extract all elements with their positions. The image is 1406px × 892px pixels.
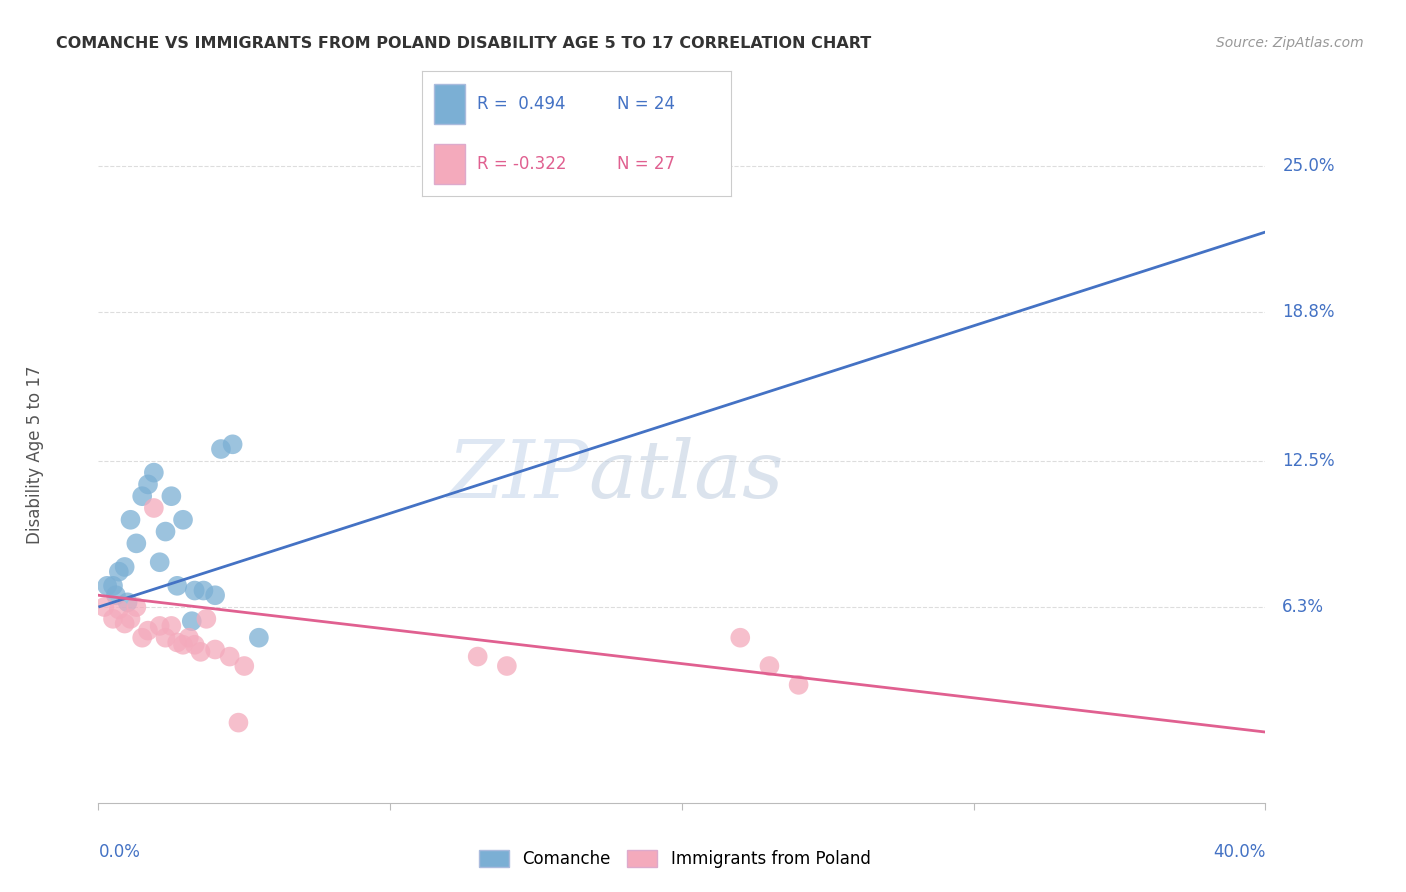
Legend: Comanche, Immigrants from Poland: Comanche, Immigrants from Poland: [472, 843, 877, 875]
Point: [218, 649, 240, 664]
Point: [166, 579, 188, 593]
Point: [221, 437, 243, 451]
Point: [131, 489, 153, 503]
Text: 12.5%: 12.5%: [1282, 452, 1334, 470]
Point: [495, 659, 517, 673]
Text: 6.3%: 6.3%: [1282, 598, 1324, 616]
Point: [149, 555, 172, 569]
Point: [120, 513, 142, 527]
Point: [108, 565, 131, 579]
Text: N = 24: N = 24: [617, 95, 675, 112]
Point: [728, 631, 751, 645]
Point: [209, 442, 232, 456]
Point: [101, 579, 124, 593]
Text: R =  0.494: R = 0.494: [478, 95, 567, 112]
Point: [125, 600, 148, 615]
Bar: [434, 144, 465, 184]
Point: [120, 612, 142, 626]
Point: [758, 659, 780, 673]
Point: [108, 602, 131, 616]
Text: 25.0%: 25.0%: [1282, 157, 1334, 175]
Point: [172, 638, 194, 652]
Text: 18.8%: 18.8%: [1282, 303, 1334, 321]
Text: 0.0%: 0.0%: [98, 843, 141, 861]
Point: [104, 588, 127, 602]
Point: [136, 477, 159, 491]
Point: [183, 638, 205, 652]
Point: [142, 500, 165, 515]
Point: [204, 588, 226, 602]
Point: [233, 659, 256, 673]
Text: ZIP: ZIP: [447, 437, 589, 515]
Text: Disability Age 5 to 17: Disability Age 5 to 17: [27, 366, 44, 544]
Point: [583, 159, 606, 173]
Point: [114, 560, 136, 574]
Point: [183, 583, 205, 598]
Text: Source: ZipAtlas.com: Source: ZipAtlas.com: [1216, 36, 1364, 50]
Bar: [434, 84, 465, 124]
Point: [193, 583, 215, 598]
Text: N = 27: N = 27: [617, 155, 675, 173]
Point: [160, 619, 183, 633]
Point: [228, 715, 250, 730]
Point: [177, 631, 200, 645]
Point: [155, 631, 177, 645]
Point: [190, 645, 212, 659]
Point: [101, 612, 124, 626]
Point: [155, 524, 177, 539]
Point: [160, 489, 183, 503]
Point: [142, 466, 165, 480]
Text: 40.0%: 40.0%: [1213, 843, 1265, 861]
Point: [125, 536, 148, 550]
Point: [166, 635, 188, 649]
Point: [247, 631, 270, 645]
Point: [93, 600, 115, 615]
Point: [96, 579, 118, 593]
Point: [204, 642, 226, 657]
Point: [117, 595, 139, 609]
Text: COMANCHE VS IMMIGRANTS FROM POLAND DISABILITY AGE 5 TO 17 CORRELATION CHART: COMANCHE VS IMMIGRANTS FROM POLAND DISAB…: [56, 36, 872, 51]
Point: [180, 614, 202, 628]
Text: R = -0.322: R = -0.322: [478, 155, 567, 173]
Point: [114, 616, 136, 631]
Point: [131, 631, 153, 645]
Text: atlas: atlas: [589, 437, 785, 515]
Point: [787, 678, 810, 692]
Point: [136, 624, 159, 638]
Point: [149, 619, 172, 633]
Point: [467, 649, 489, 664]
Point: [195, 612, 218, 626]
Point: [172, 513, 194, 527]
